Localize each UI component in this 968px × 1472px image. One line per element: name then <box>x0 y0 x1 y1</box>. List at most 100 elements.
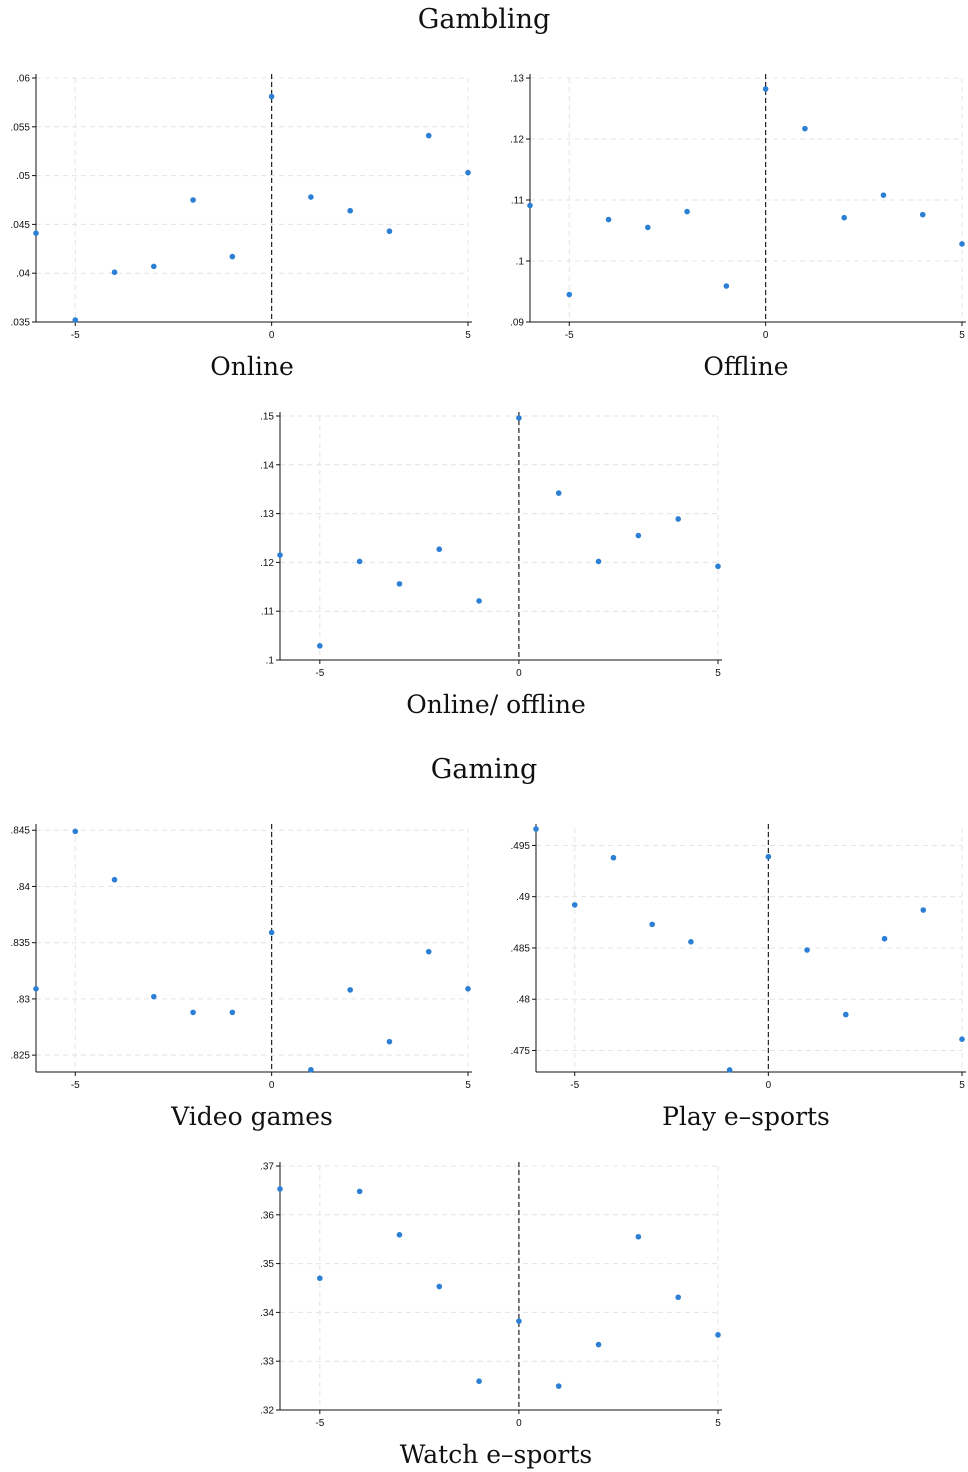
data-point <box>476 598 482 604</box>
data-point <box>190 1009 196 1016</box>
data-point <box>715 1332 721 1338</box>
data-point <box>190 197 196 203</box>
x-tick-label: -5 <box>570 1080 579 1091</box>
data-point <box>277 552 283 558</box>
x-tick-label: -5 <box>315 1418 324 1429</box>
data-point <box>386 228 393 235</box>
data-point <box>555 490 562 496</box>
x-tick-label: 5 <box>715 1418 721 1429</box>
data-point <box>425 948 432 955</box>
x-tick-label: -5 <box>565 330 574 341</box>
offline-gambling-plot: .09 .1 .11 .12 .13 -5 0 5 <box>510 74 966 341</box>
data-point <box>347 987 353 993</box>
x-tick-label: 5 <box>959 1080 965 1091</box>
offline-gambling-caption: Offline <box>703 352 789 381</box>
data-point <box>595 1341 602 1348</box>
data-point <box>610 854 617 861</box>
data-point <box>841 214 847 221</box>
data-point <box>595 558 602 565</box>
data-point <box>33 985 39 992</box>
data-point <box>151 993 157 1000</box>
data-point <box>33 230 39 236</box>
data-point <box>919 211 926 218</box>
y-tick-label: .1 <box>266 656 275 667</box>
data-point <box>726 1067 733 1073</box>
data-point <box>920 907 927 913</box>
y-tick-label: .835 <box>11 938 31 949</box>
y-tick-label: .36 <box>260 1210 274 1221</box>
data-point <box>645 224 651 231</box>
data-point <box>959 241 965 247</box>
y-tick-label: .32 <box>260 1406 274 1417</box>
data-point <box>356 1188 363 1195</box>
data-point <box>347 207 353 214</box>
data-point <box>268 93 275 100</box>
x-tick-label: 5 <box>959 330 965 341</box>
data-point <box>317 1275 323 1282</box>
y-tick-label: .475 <box>511 1046 531 1057</box>
data-point <box>688 938 694 945</box>
y-tick-label: .04 <box>16 269 30 280</box>
data-point <box>111 876 118 883</box>
online-gambling-plot: .035 .04 .045 .05 .055 .06 -5 0 5 <box>11 74 472 341</box>
video-games-plot: .825 .83 .835 .84 .845 -5 0 5 <box>11 824 472 1091</box>
watch-esports-caption: Watch e–sports <box>399 1440 593 1469</box>
x-tick-label: 0 <box>269 1080 275 1091</box>
online-offline-gambling-plot: .1 .11 .12 .13 .14 .15 -5 0 5 <box>260 412 722 679</box>
data-point <box>151 263 157 270</box>
x-tick-label: 0 <box>516 1418 522 1429</box>
y-tick-label: .045 <box>11 220 31 231</box>
data-point <box>465 985 471 992</box>
data-point <box>516 1318 522 1324</box>
gambling-section-title: Gambling <box>417 4 551 35</box>
y-tick-label: .83 <box>16 994 30 1005</box>
data-point <box>72 317 79 323</box>
x-tick-label: 5 <box>465 330 471 341</box>
y-tick-label: .825 <box>11 1051 31 1062</box>
data-point <box>684 208 690 215</box>
data-point <box>436 546 443 553</box>
data-point <box>229 1009 236 1016</box>
y-tick-label: .1 <box>516 257 525 268</box>
data-point <box>396 1232 403 1238</box>
data-point <box>111 269 118 276</box>
x-tick-label: 0 <box>766 1080 772 1091</box>
y-tick-label: .485 <box>511 943 531 954</box>
data-point <box>527 202 533 209</box>
data-point <box>229 253 236 260</box>
data-point <box>675 516 681 522</box>
x-tick-label: -5 <box>315 668 324 679</box>
data-point <box>566 291 573 298</box>
play-esports-caption: Play e–sports <box>662 1102 830 1131</box>
y-tick-label: .035 <box>11 318 31 329</box>
y-tick-label: .15 <box>260 412 274 423</box>
data-point <box>649 921 655 928</box>
data-point <box>843 1011 849 1018</box>
data-point <box>516 415 522 421</box>
x-tick-label: 0 <box>763 330 769 341</box>
data-point <box>465 169 471 176</box>
data-point <box>72 828 79 835</box>
x-tick-label: -5 <box>71 1080 80 1091</box>
video-games-caption: Video games <box>171 1102 333 1131</box>
y-tick-label: .49 <box>516 892 530 903</box>
x-tick-label: 0 <box>516 668 522 679</box>
x-tick-label: 5 <box>465 1080 471 1091</box>
data-point <box>635 532 642 539</box>
data-point <box>880 192 887 198</box>
y-tick-label: .34 <box>260 1308 274 1319</box>
y-tick-label: .35 <box>260 1259 274 1270</box>
data-point <box>533 826 539 832</box>
data-point <box>959 1036 965 1042</box>
y-tick-label: .84 <box>16 882 30 893</box>
data-point <box>571 902 578 908</box>
x-tick-label: 5 <box>715 668 721 679</box>
data-point <box>765 853 772 860</box>
y-tick-label: .11 <box>261 607 275 618</box>
y-tick-label: .11 <box>511 196 525 207</box>
y-tick-label: .055 <box>11 122 31 133</box>
x-tick-label: -5 <box>71 330 80 341</box>
data-point <box>804 947 810 953</box>
y-tick-label: .37 <box>260 1162 274 1173</box>
data-point <box>396 581 403 587</box>
